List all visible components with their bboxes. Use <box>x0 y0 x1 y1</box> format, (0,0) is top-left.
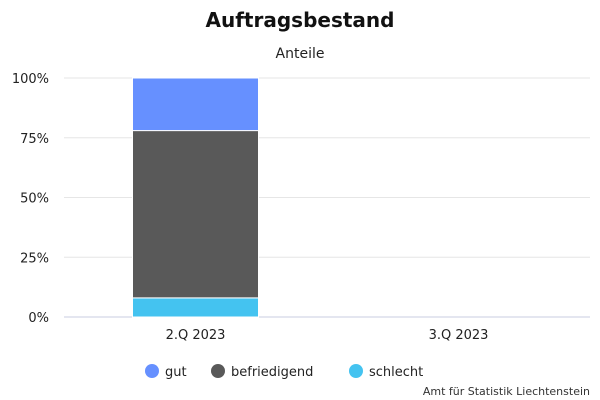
chart-title: Auftragsbestand <box>206 8 395 32</box>
legend-label: gut <box>165 365 187 380</box>
bar-segment-befriedigend[interactable] <box>132 130 259 299</box>
y-tick-label: 25% <box>20 251 49 266</box>
legend[interactable]: gut befriedigend schlecht <box>145 364 423 380</box>
legend-swatch <box>349 364 363 378</box>
credit: Amt für Statistik Liechtenstein <box>423 385 590 398</box>
x-tick-label: 3.Q 2023 <box>429 328 489 343</box>
x-axis: 2.Q 2023 3.Q 2023 <box>166 328 489 343</box>
x-tick-label: 2.Q 2023 <box>166 328 226 343</box>
y-tick-label: 100% <box>12 72 49 87</box>
legend-label: schlecht <box>369 365 423 380</box>
legend-item-befriedigend[interactable]: befriedigend <box>211 364 313 380</box>
legend-item-schlecht[interactable]: schlecht <box>349 364 423 380</box>
legend-item-gut[interactable]: gut <box>145 364 187 380</box>
legend-swatch <box>145 364 159 378</box>
legend-swatch <box>211 364 225 378</box>
legend-label: befriedigend <box>231 365 313 380</box>
bar-segment-gut[interactable] <box>132 77 259 132</box>
chart-subtitle: Anteile <box>276 46 325 62</box>
y-axis: 0% 25% 50% 75% 100% <box>12 72 49 326</box>
y-tick-label: 75% <box>20 132 49 147</box>
y-tick-label: 50% <box>20 192 49 207</box>
y-tick-label: 0% <box>28 311 49 326</box>
bars <box>132 77 259 318</box>
bar-segment-schlecht[interactable] <box>132 297 259 318</box>
